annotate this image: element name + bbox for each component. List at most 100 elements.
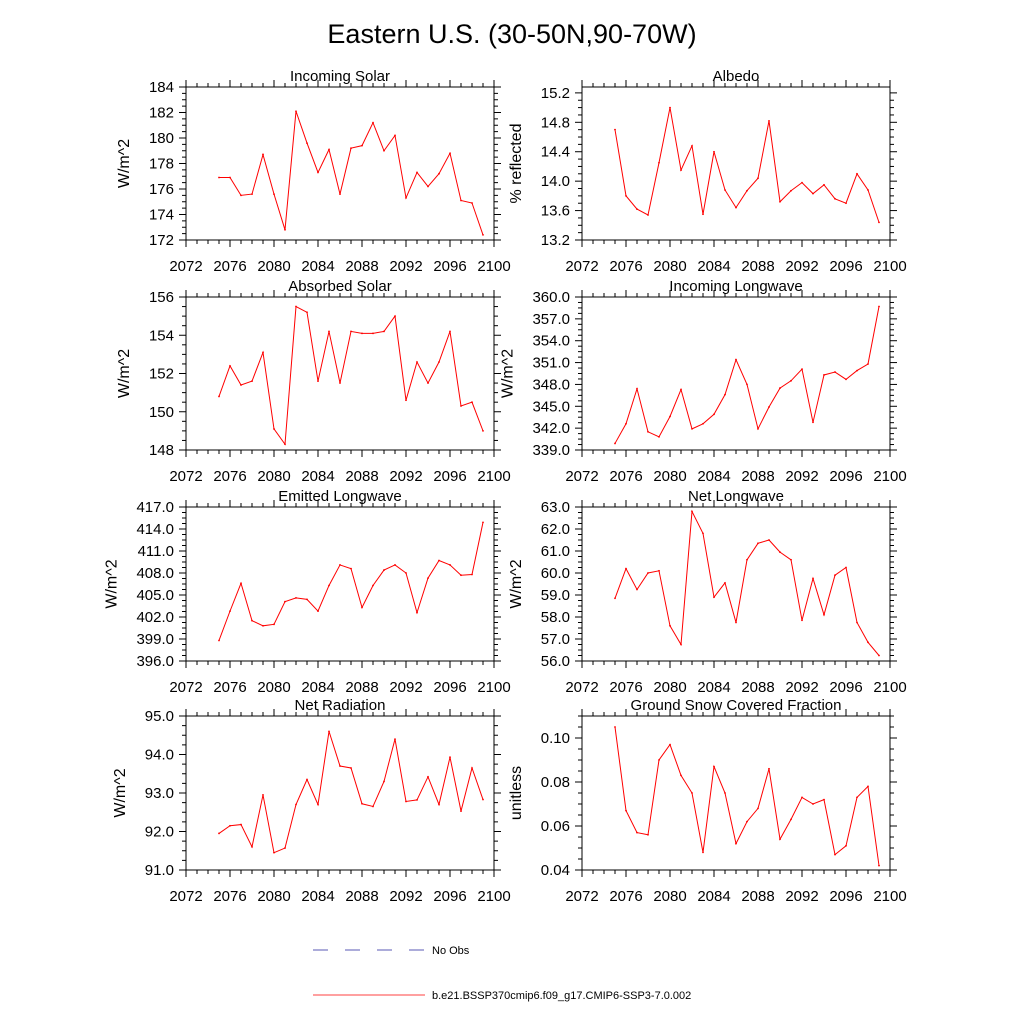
data-point: [768, 767, 770, 770]
data-point: [625, 422, 627, 425]
data-point: [878, 305, 880, 308]
data-point: [438, 803, 440, 806]
data-point: [834, 197, 836, 200]
data-point: [405, 197, 407, 199]
data-point: [460, 574, 462, 577]
data-point: [669, 415, 671, 418]
data-point: [251, 193, 253, 196]
legend-label-no-obs: No Obs: [432, 945, 470, 957]
data-point: [240, 582, 242, 585]
x-tick-label: 2072: [169, 468, 202, 485]
y-tick-label: 91.0: [145, 862, 174, 879]
data-point: [856, 369, 858, 372]
data-point: [438, 361, 440, 363]
data-point: [680, 169, 682, 172]
x-tick-label: 2072: [565, 888, 598, 905]
data-point: [240, 384, 242, 386]
data-point: [416, 171, 418, 174]
panel-title: Net Radiation: [295, 697, 386, 714]
data-point: [614, 442, 616, 445]
data-point: [405, 572, 407, 574]
data-point: [713, 596, 715, 599]
data-point: [636, 831, 638, 834]
x-tick-label: 2092: [785, 258, 818, 275]
panel-absorbed-solar: 2072 2076 2080 2084 2088 2092 2096 2100 148 150 15…: [116, 278, 511, 485]
data-point: [680, 388, 682, 391]
x-tick-label: 2088: [345, 468, 378, 485]
x-tick-label: 2096: [433, 888, 466, 905]
data-point: [812, 577, 814, 580]
x-tick-label: 2072: [169, 258, 202, 275]
data-point: [482, 521, 484, 524]
data-point: [361, 332, 363, 335]
y-tick-label: 14.4: [541, 144, 570, 161]
y-tick-label: 58.0: [541, 609, 570, 626]
data-point: [350, 147, 352, 150]
data-point: [273, 428, 275, 430]
data-point: [647, 214, 649, 216]
x-tick-label: 2084: [697, 258, 730, 275]
data-point: [229, 824, 231, 827]
data-point: [295, 597, 297, 599]
panels: 2072 2076 2080 2084 2088 2092 2096 2100 172 174 17…: [103, 68, 906, 905]
data-point: [636, 387, 638, 390]
x-tick-label: 2076: [213, 258, 246, 275]
y-tick-label: 62.0: [541, 521, 570, 538]
y-tick-label: 345.0: [532, 398, 570, 415]
y-tick-label: 150: [149, 404, 174, 421]
data-point: [306, 311, 308, 314]
y-tick-label: 59.0: [541, 587, 570, 604]
x-tick-label: 2084: [697, 679, 730, 696]
y-tick-label: 339.0: [532, 442, 570, 459]
data-point: [746, 558, 748, 561]
tick-marks: [575, 290, 897, 457]
data-point: [713, 413, 715, 416]
x-tick-label: 2080: [257, 888, 290, 905]
legend: No Obs b.e21.BSSP370cmip6.f09_g17.CMIP6-…: [313, 945, 691, 1002]
panel-ground-snow-covered-fraction: 2072 2076 2080 2084 2088 2092 2096 2100 0.04 0.06…: [508, 697, 907, 905]
data-point: [482, 798, 484, 801]
y-tick-label: 417.0: [136, 499, 174, 516]
data-point: [658, 161, 660, 164]
data-point: [317, 171, 319, 174]
data-point: [482, 234, 484, 236]
x-tick-label: 2100: [873, 468, 906, 485]
x-tick-label: 2092: [785, 679, 818, 696]
y-tick-label: 174: [149, 207, 174, 224]
y-axis-label: W/m^2: [103, 559, 120, 608]
y-tick-label: 60.0: [541, 565, 570, 582]
data-point: [856, 621, 858, 624]
data-point: [768, 406, 770, 408]
data-point: [746, 383, 748, 386]
data-point: [350, 567, 352, 570]
data-point: [735, 621, 737, 624]
data-point: [658, 435, 660, 438]
data-point: [746, 820, 748, 823]
data-point: [427, 577, 429, 580]
x-tick-label: 2084: [301, 888, 334, 905]
y-tick-label: 92.0: [145, 824, 174, 841]
data-point: [878, 654, 880, 657]
y-tick-label: 180: [149, 130, 174, 147]
y-tick-label: 148: [149, 442, 174, 459]
x-tick-label: 2084: [301, 258, 334, 275]
data-point: [834, 574, 836, 577]
y-tick-label: 154: [149, 327, 174, 344]
data-point: [702, 532, 704, 535]
x-tick-label: 2096: [433, 679, 466, 696]
data-point: [790, 558, 792, 561]
x-tick-label: 2076: [609, 679, 642, 696]
data-point: [812, 421, 814, 424]
y-tick-label: 15.2: [541, 85, 570, 102]
data-point: [471, 202, 473, 204]
data-point: [372, 584, 374, 587]
data-point: [702, 213, 704, 216]
data-point: [801, 368, 803, 371]
data-point: [823, 183, 825, 186]
data-point: [427, 185, 429, 188]
data-point: [691, 427, 693, 430]
x-tick-label: 2088: [741, 679, 774, 696]
x-tick-label: 2088: [741, 888, 774, 905]
data-point: [383, 780, 385, 783]
